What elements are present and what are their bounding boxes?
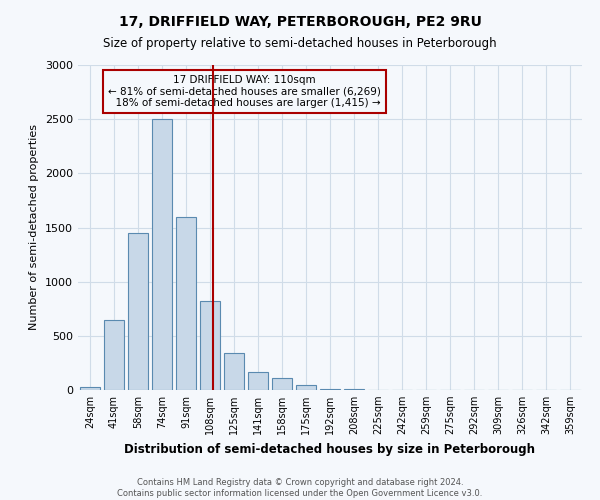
Bar [296,384,316,390]
Bar [104,320,124,390]
Text: Size of property relative to semi-detached houses in Peterborough: Size of property relative to semi-detach… [103,38,497,51]
Bar [128,233,148,390]
Bar [176,216,196,390]
Text: 17 DRIFFIELD WAY: 110sqm
← 81% of semi-detached houses are smaller (6,269)
  18%: 17 DRIFFIELD WAY: 110sqm ← 81% of semi-d… [108,74,381,108]
Bar [224,353,244,390]
Text: Contains HM Land Registry data © Crown copyright and database right 2024.
Contai: Contains HM Land Registry data © Crown c… [118,478,482,498]
Y-axis label: Number of semi-detached properties: Number of semi-detached properties [29,124,40,330]
Bar [200,300,220,390]
Bar [80,387,100,390]
Bar [320,389,340,390]
Bar [272,378,292,390]
X-axis label: Distribution of semi-detached houses by size in Peterborough: Distribution of semi-detached houses by … [125,442,536,456]
Bar [248,372,268,390]
Text: 17, DRIFFIELD WAY, PETERBOROUGH, PE2 9RU: 17, DRIFFIELD WAY, PETERBOROUGH, PE2 9RU [119,15,481,29]
Bar [152,119,172,390]
